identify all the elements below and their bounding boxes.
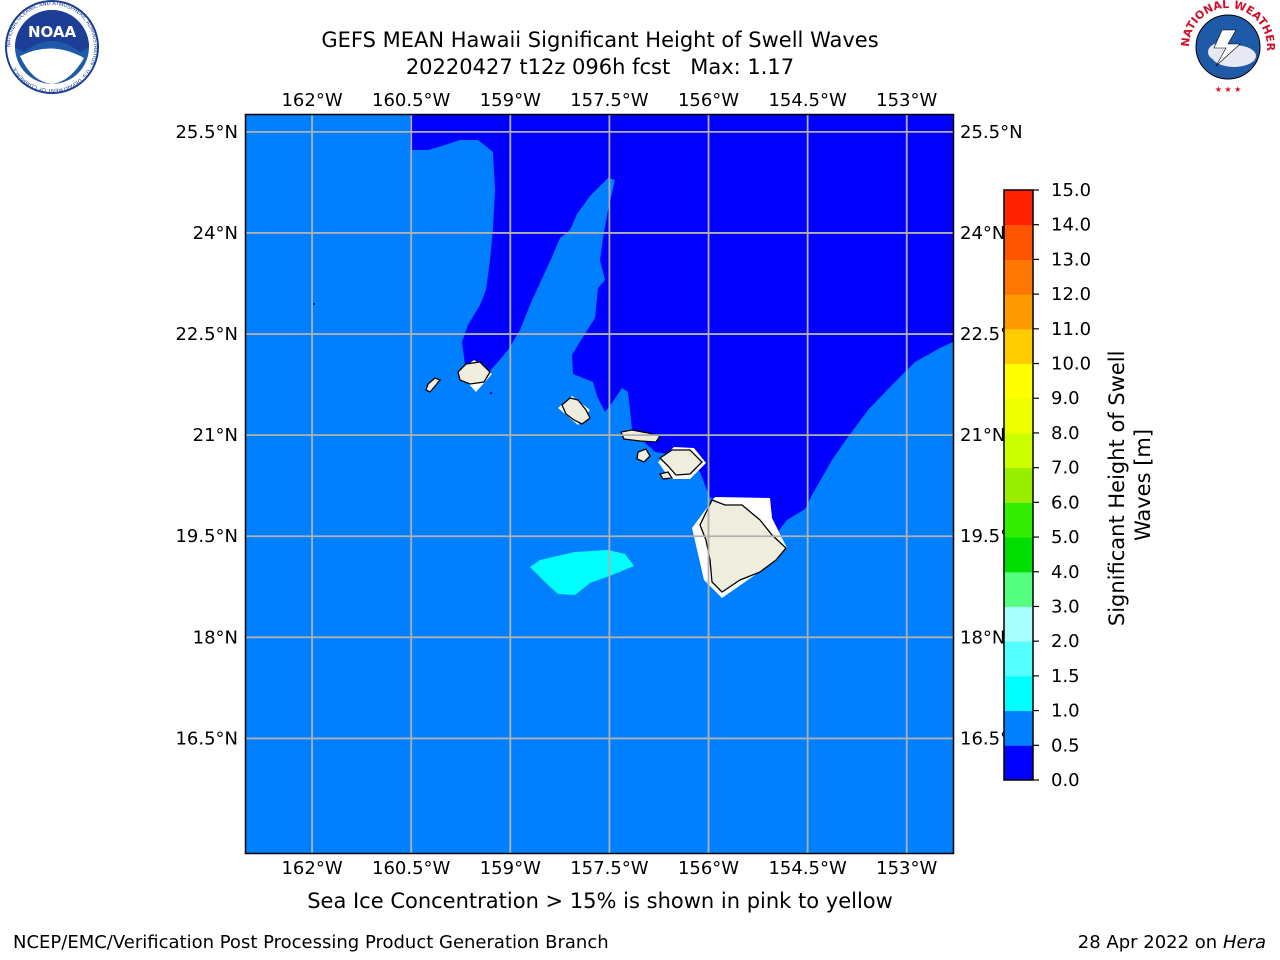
- colorbar-tick-label: 8.0: [1051, 423, 1080, 444]
- lon-tick-label: 159°W: [480, 90, 541, 111]
- colorbar-tick-label: 4.0: [1051, 562, 1080, 583]
- lon-tick-label: 154.5°W: [768, 858, 847, 879]
- lat-tick-label-left: 24°N: [193, 223, 238, 244]
- gridlines: [246, 115, 953, 853]
- lat-tick-label-left: 21°N: [193, 425, 238, 446]
- lon-tick-label: 160.5°W: [372, 858, 451, 879]
- swell-band-1.0-1.5: [530, 550, 634, 595]
- lat-tick-label-right: 21°N: [960, 425, 1005, 446]
- lon-tick-label: 157.5°W: [570, 858, 649, 879]
- colorbar-segment: [1004, 641, 1033, 677]
- lat-tick-label-left: 16.5°N: [175, 728, 238, 749]
- colorbar-tick-label: 0.5: [1051, 735, 1080, 756]
- colorbar-tick-label: 14.0: [1051, 215, 1091, 236]
- colorbar-segment: [1004, 710, 1033, 746]
- kauai-island: [457, 361, 491, 385]
- map-frame: [244, 113, 955, 855]
- footer-date-text: 28 Apr 2022 on: [1077, 932, 1223, 953]
- colorbar-frame: [1003, 189, 1034, 781]
- colorbar-segment: [1004, 224, 1033, 260]
- lat-tick-label-left: 25.5°N: [175, 122, 238, 143]
- lon-tick-label: 162°W: [281, 90, 342, 111]
- colorbar-segment: [1004, 259, 1033, 295]
- colorbar-tick-label: 12.0: [1051, 284, 1091, 305]
- colorbar-tick-label: 10.0: [1051, 354, 1091, 375]
- colorbar: 0.0 0.5 1.0 1.5 2.0 3.0 4.0 5.0 6.0 7.0 8.0 9.0 10.0…: [1003, 180, 1091, 791]
- kahoolawe-island: [658, 471, 674, 480]
- hawaii-big-island: [699, 499, 787, 593]
- colorbar-segment: [1004, 502, 1033, 538]
- map-area: [246, 115, 953, 853]
- colorbar-segment: [1004, 467, 1033, 503]
- lat-tick-label-right: 24°N: [960, 223, 1005, 244]
- colorbar-segment: [1004, 432, 1033, 469]
- colorbar-segment: [1004, 606, 1033, 642]
- colorbar-segment: [1004, 294, 1033, 330]
- colorbar-segment: [1004, 745, 1033, 781]
- lat-tick-label-left: 22.5°N: [175, 324, 238, 345]
- colorbar-tick-label: 9.0: [1051, 388, 1080, 409]
- lon-tick-label: 156°W: [678, 90, 739, 111]
- colorbar-tick-label: 13.0: [1051, 249, 1091, 270]
- noaa-logo: NOAA NATIONAL OCEANIC AND ATMOSPHERIC AD…: [5, 0, 99, 94]
- colorbar-segment: [1004, 571, 1033, 607]
- colorbar-segment: [1004, 398, 1033, 434]
- footer-machine: Hera: [1222, 932, 1266, 953]
- lat-tick-label-left: 18°N: [193, 627, 238, 648]
- swell-band-0-0.5: [410, 115, 953, 533]
- lon-tick-label: 153°W: [876, 858, 937, 879]
- colorbar-tick-label: 6.0: [1051, 492, 1080, 513]
- colorbar-segment: [1004, 537, 1033, 573]
- noaa-logo-text: NOAA: [28, 23, 77, 41]
- sea-ice-caption: Sea Ice Concentration > 15% is shown in …: [307, 889, 893, 913]
- colorbar-tick-label: 7.0: [1051, 458, 1080, 479]
- colorbar-tick-label: 3.0: [1051, 596, 1080, 617]
- colorbar-segment: [1004, 328, 1033, 365]
- colorbar-tick-label: 1.0: [1051, 701, 1080, 722]
- nws-stars-icon: ★ ★ ★: [1215, 85, 1242, 94]
- colorbar-tick-label: 1.5: [1051, 666, 1080, 687]
- title-line2: 20220427 t12z 096h fcst Max: 1.17: [405, 55, 795, 79]
- maui-island: [658, 449, 703, 476]
- title-line1: GEFS MEAN Hawaii Significant Height of S…: [321, 28, 879, 52]
- colorbar-tick-label: 0.0: [1051, 770, 1080, 791]
- lon-tick-label: 154.5°W: [768, 90, 847, 111]
- lat-tick-label-left: 19.5°N: [175, 526, 238, 547]
- lon-tick-label: 157.5°W: [570, 90, 649, 111]
- footer-date: 28 Apr 2022 on Hera: [1078, 932, 1266, 953]
- niihau-island: [425, 377, 442, 393]
- lon-tick-label: 156°W: [678, 858, 739, 879]
- lon-tick-label: 159°W: [480, 858, 541, 879]
- lon-tick-label: 153°W: [876, 90, 937, 111]
- colorbar-tick-label: 11.0: [1051, 319, 1091, 340]
- lon-tick-label: 160.5°W: [372, 90, 451, 111]
- lanai-island: [636, 448, 651, 463]
- lat-tick-label-right: 18°N: [960, 627, 1005, 648]
- colorbar-tick-label: 2.0: [1051, 631, 1080, 652]
- lon-tick-label: 162°W: [281, 858, 342, 879]
- footer-branch: NCEP/EMC/Verification Post Processing Pr…: [13, 932, 609, 953]
- colorbar-segment: [1004, 190, 1033, 226]
- colorbar-label-line2: Waves [m]: [1131, 429, 1155, 541]
- colorbar-label-line1: Significant Height of Swell: [1105, 351, 1129, 627]
- colorbar-label: Significant Height of Swell Waves [m]: [1105, 344, 1155, 626]
- oahu-island: [561, 397, 591, 425]
- colorbar-segment: [1004, 675, 1033, 712]
- colorbar-tick-label: 5.0: [1051, 527, 1080, 548]
- colorbar-tick-label: 15.0: [1051, 180, 1091, 201]
- colorbar-segment: [1004, 363, 1033, 399]
- lat-tick-label-right: 25.5°N: [960, 122, 1023, 143]
